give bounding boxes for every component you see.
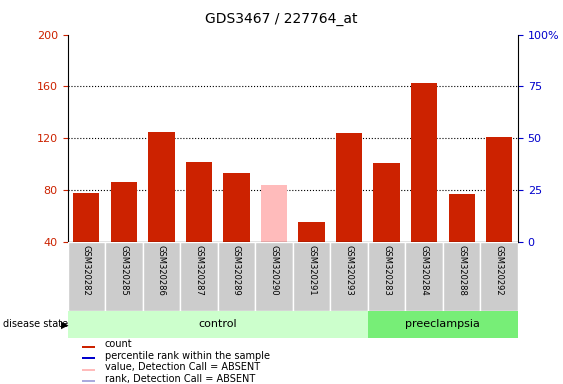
Text: value, Detection Call = ABSENT: value, Detection Call = ABSENT <box>105 362 260 372</box>
Bar <box>82 381 95 382</box>
Bar <box>298 222 325 242</box>
Bar <box>82 369 95 371</box>
Text: ▶: ▶ <box>61 319 69 329</box>
Bar <box>411 83 437 242</box>
Text: GSM320283: GSM320283 <box>382 245 391 296</box>
Text: GSM320289: GSM320289 <box>232 245 241 296</box>
Bar <box>368 242 405 311</box>
Text: GSM320290: GSM320290 <box>270 245 279 296</box>
Text: GSM320292: GSM320292 <box>495 245 504 296</box>
Bar <box>443 242 480 311</box>
Bar <box>82 346 95 348</box>
Bar <box>186 162 212 242</box>
Bar <box>68 242 105 311</box>
Bar <box>180 242 218 311</box>
Bar <box>486 137 512 242</box>
Text: GSM320293: GSM320293 <box>345 245 354 296</box>
Text: GSM320285: GSM320285 <box>119 245 128 296</box>
Text: percentile rank within the sample: percentile rank within the sample <box>105 351 270 361</box>
Text: GSM320288: GSM320288 <box>457 245 466 296</box>
Bar <box>105 242 142 311</box>
Bar <box>218 242 255 311</box>
Text: GSM320291: GSM320291 <box>307 245 316 296</box>
Text: preeclampsia: preeclampsia <box>405 319 480 329</box>
Bar <box>82 358 95 359</box>
Text: count: count <box>105 339 132 349</box>
Text: disease state: disease state <box>3 319 68 329</box>
Text: GSM320284: GSM320284 <box>419 245 428 296</box>
Text: GDS3467 / 227764_at: GDS3467 / 227764_at <box>205 12 358 25</box>
Bar <box>373 163 400 242</box>
Bar <box>111 182 137 242</box>
Bar <box>73 193 100 242</box>
Bar <box>449 194 475 242</box>
Bar <box>480 242 518 311</box>
Bar <box>148 132 175 242</box>
Bar <box>142 242 180 311</box>
Text: control: control <box>198 319 237 329</box>
Bar <box>336 133 362 242</box>
Bar <box>293 242 330 311</box>
Text: GSM320282: GSM320282 <box>82 245 91 296</box>
Bar <box>330 242 368 311</box>
Text: rank, Detection Call = ABSENT: rank, Detection Call = ABSENT <box>105 374 255 384</box>
Bar <box>405 242 443 311</box>
Bar <box>368 311 518 338</box>
Text: GSM320287: GSM320287 <box>194 245 203 296</box>
Bar <box>224 173 249 242</box>
Text: GSM320286: GSM320286 <box>157 245 166 296</box>
Bar <box>261 185 287 242</box>
Bar <box>255 242 293 311</box>
Bar <box>68 311 368 338</box>
